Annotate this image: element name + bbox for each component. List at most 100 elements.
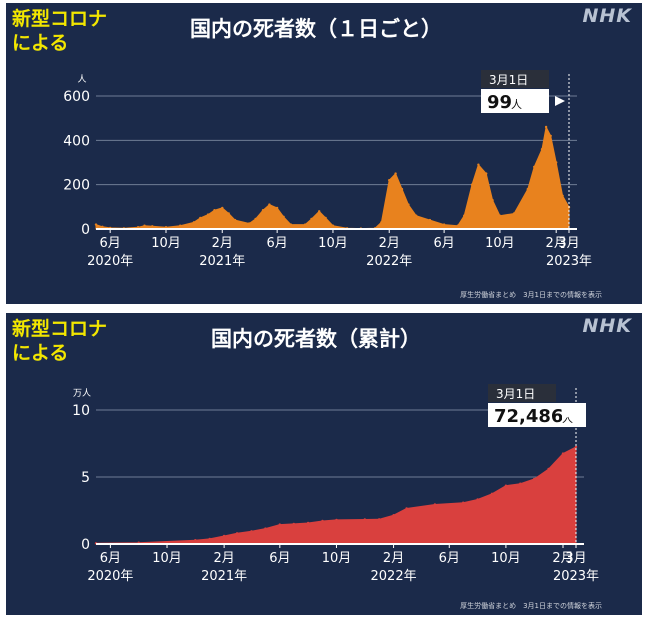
- x-tick-label: 10月: [322, 551, 352, 566]
- y-unit-label: 人: [77, 74, 86, 85]
- data-point: [380, 221, 383, 224]
- data-point: [491, 199, 494, 202]
- data-point: [519, 482, 522, 485]
- x-tick-label: 6月: [100, 236, 121, 251]
- series-area: [95, 126, 570, 230]
- data-point: [303, 223, 307, 226]
- daily-deaths-chart: 人 0 200 400 600 6月 2020年 10月 2月 2021年 6月 10月 2月 2022年…: [63, 70, 592, 269]
- callout-pointer: [562, 410, 572, 420]
- data-point: [463, 214, 466, 217]
- x-tick-label: 6月: [433, 236, 454, 251]
- x-tick-label: 2月: [212, 236, 233, 251]
- data-point: [561, 452, 565, 455]
- y-tick-label: 0: [81, 222, 90, 238]
- y-tick-label: 600: [63, 89, 90, 105]
- x-year-label: 2021年: [201, 569, 247, 584]
- data-point: [405, 507, 408, 510]
- data-point: [561, 194, 564, 197]
- x-tick-label: 2月: [383, 551, 404, 566]
- callout-pointer: [555, 96, 565, 106]
- callout-unit: 人: [562, 412, 573, 425]
- data-point: [555, 161, 558, 164]
- data-point: [400, 187, 404, 191]
- data-point: [428, 218, 432, 222]
- data-point: [533, 165, 536, 169]
- data-point: [264, 527, 267, 530]
- data-point: [544, 125, 548, 129]
- data-point: [94, 223, 98, 226]
- daily-deaths-panel: 新型コロナ による 国内の死者数（１日ごと） NHK 人 0 200 400 600 6月…: [6, 3, 642, 304]
- data-point: [574, 445, 578, 449]
- data-point: [164, 226, 168, 229]
- data-point: [394, 172, 397, 175]
- data-point: [194, 539, 197, 542]
- y-tick-label: 0: [81, 537, 90, 553]
- x-year-label: 2023年: [553, 569, 599, 584]
- callout-date-box: [488, 384, 556, 402]
- data-point: [206, 213, 210, 216]
- data-point: [179, 224, 182, 227]
- data-point: [208, 537, 211, 541]
- x-tick-label: 10月: [485, 236, 515, 251]
- data-point: [143, 224, 146, 227]
- data-point: [318, 210, 321, 213]
- data-point: [227, 212, 230, 215]
- x-year-label: 2023年: [546, 254, 592, 269]
- x-tick-label: 10月: [151, 236, 181, 251]
- data-point: [549, 134, 552, 138]
- cumulative-deaths-panel: 新型コロナ による 国内の死者数（累計） NHK 万人 0 5 10 6月 2020年 10…: [6, 313, 642, 615]
- data-point: [526, 187, 529, 191]
- topic-label: 新型コロナ による: [12, 318, 108, 364]
- x-year-label: 2022年: [371, 569, 417, 584]
- y-tick-label: 5: [81, 470, 90, 486]
- data-point: [363, 518, 366, 521]
- data-point: [512, 212, 516, 215]
- data-point: [540, 148, 544, 151]
- data-point: [222, 534, 226, 538]
- nhk-logo: NHK: [582, 5, 632, 27]
- x-tick-label: 2月: [546, 236, 567, 251]
- data-point: [275, 206, 279, 210]
- data-point: [415, 214, 418, 217]
- data-point: [101, 225, 104, 228]
- x-year-label: 2020年: [87, 569, 133, 584]
- data-point: [433, 503, 437, 506]
- callout-value: 72,486: [494, 406, 563, 427]
- source-note: 厚生労働省まとめ 3月1日までの情報を表示: [460, 602, 602, 610]
- nhk-logo: NHK: [582, 315, 632, 337]
- data-point: [268, 203, 271, 206]
- data-point: [192, 221, 196, 224]
- data-point: [261, 209, 265, 212]
- x-year-label: 2021年: [199, 254, 245, 269]
- x-tick-label: 2月: [552, 551, 573, 566]
- data-point: [278, 523, 281, 526]
- data-point: [335, 518, 338, 522]
- x-tick-label: 2月: [213, 551, 234, 566]
- chart-title: 国内の死者数（累計）: [211, 327, 421, 351]
- x-tick-label: 6月: [269, 551, 290, 566]
- data-point: [248, 222, 251, 225]
- data-point: [477, 163, 480, 166]
- data-point: [321, 519, 324, 523]
- data-point: [221, 206, 224, 210]
- data-point: [233, 218, 237, 222]
- data-point: [476, 498, 479, 501]
- x-tick-label: 10月: [318, 236, 348, 251]
- x-year-label: 2022年: [366, 254, 412, 269]
- y-tick-label: 10: [72, 403, 90, 419]
- callout-date: 3月1日: [496, 387, 535, 401]
- callout-value-box: [481, 89, 549, 113]
- data-point: [199, 216, 202, 220]
- data-point: [331, 224, 335, 227]
- x-tick-label: 6月: [439, 551, 460, 566]
- data-point: [392, 514, 395, 517]
- x-tick-label: 6月: [100, 551, 121, 566]
- x-tick-label: 3月: [558, 236, 579, 251]
- data-point: [504, 484, 508, 487]
- series-area: [95, 446, 577, 545]
- data-point: [490, 492, 494, 495]
- data-point: [136, 226, 140, 229]
- data-point: [547, 467, 550, 471]
- data-point: [324, 216, 327, 220]
- chart-title: 国内の死者数（１日ごと）: [190, 17, 442, 41]
